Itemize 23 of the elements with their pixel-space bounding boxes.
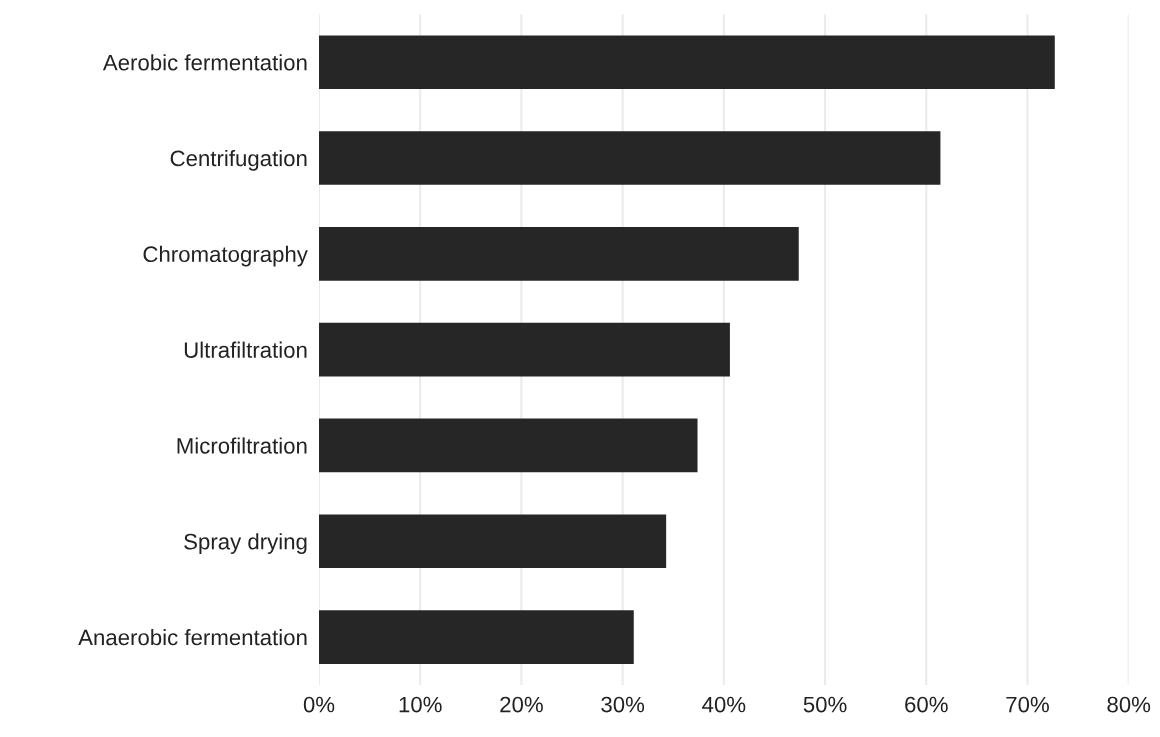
- y-tick-label: Anaerobic fermentation: [78, 629, 307, 646]
- y-tick-label: Microfiltration: [177, 437, 307, 454]
- y-tick-label: Ultrafiltration: [184, 341, 307, 358]
- x-tick-label: 80%: [1107, 696, 1151, 713]
- x-tick-label: 20%: [500, 696, 543, 713]
- y-tick-label: Chromatography: [143, 245, 308, 267]
- y-tick-label: Spray drying: [184, 533, 307, 554]
- x-tick-label: 70%: [1006, 696, 1049, 713]
- bar: [319, 131, 941, 185]
- bar: [319, 322, 730, 377]
- bar: [319, 35, 1055, 90]
- bar: [319, 227, 799, 281]
- x-tick-label: 10%: [399, 696, 442, 713]
- y-tick-label: Centrifugation: [170, 149, 307, 171]
- x-tick-label: 60%: [905, 696, 948, 713]
- bar: [319, 514, 667, 569]
- y-tick-label: Aerobic fermentation: [102, 54, 307, 71]
- x-tick-label: 30%: [601, 696, 645, 713]
- bar: [319, 418, 698, 473]
- bar: [319, 610, 634, 664]
- x-tick-label: 0%: [303, 696, 335, 713]
- x-tick-label: 50%: [803, 696, 847, 713]
- x-tick-label: 40%: [702, 696, 746, 713]
